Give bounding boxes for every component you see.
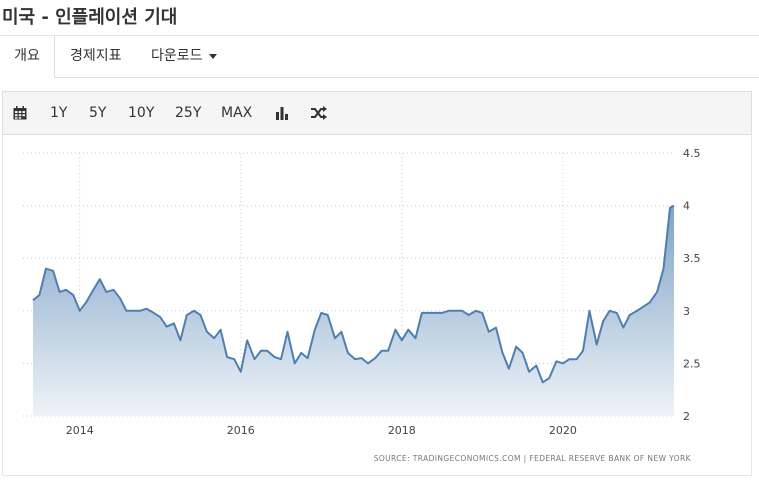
tab-download-label: 다운로드 [151,48,203,64]
tab-indicators-label: 경제지표 [70,48,122,64]
source-note: SOURCE: TRADINGECONOMICS.COM | FEDERAL R… [374,454,692,463]
tab-overview-label: 개요 [14,48,40,64]
x-tick-label: 2014 [66,424,94,437]
chart-type-button[interactable] [275,92,289,134]
inflation-expectations-chart: 2 2.5 3 3.5 4 4.5 2014 2016 2018 2020 SOURCE: TR… [23,147,701,463]
y-tick-label: 4 [683,200,690,213]
calendar-button[interactable] [13,92,27,134]
y-tick-label: 3.5 [683,252,701,265]
tab-bar: 개요 경제지표 다운로드 [0,35,759,78]
tab-overview[interactable]: 개요 [0,36,55,78]
tab-indicators[interactable]: 경제지표 [70,36,122,76]
caret-down-icon [208,53,217,59]
calendar-icon [13,106,27,120]
tab-download[interactable]: 다운로드 [151,36,217,76]
range-5y-button[interactable]: 5Y [89,105,107,121]
y-tick-label: 2 [683,410,690,423]
range-max-button[interactable]: MAX [221,105,253,121]
range-1y-button[interactable]: 1Y [50,105,68,121]
y-tick-label: 4.5 [683,147,701,160]
range-25y-button[interactable]: 25Y [175,105,202,121]
series-line [32,204,675,384]
x-axis: 2014 2016 2018 2020 [66,424,577,437]
x-tick-label: 2016 [227,424,255,437]
page-title: 미국 - 인플레이션 기대 [2,7,178,28]
y-tick-label: 3 [683,305,690,318]
y-tick-label: 2.5 [683,357,701,370]
chart-toolbar: 1Y 5Y 10Y 25Y MAX [2,91,752,135]
range-10y-button[interactable]: 10Y [128,105,155,121]
compare-button[interactable] [311,92,327,134]
area-layer [32,204,675,416]
chart-panel: 2 2.5 3 3.5 4 4.5 2014 2016 2018 2020 SOURCE: TR… [2,133,752,476]
shuffle-icon [311,106,327,120]
bar-chart-icon [276,107,288,120]
x-tick-label: 2020 [549,424,577,437]
x-tick-label: 2018 [388,424,416,437]
series-area-fill [33,205,674,416]
y-axis: 2 2.5 3 3.5 4 4.5 [683,147,701,423]
